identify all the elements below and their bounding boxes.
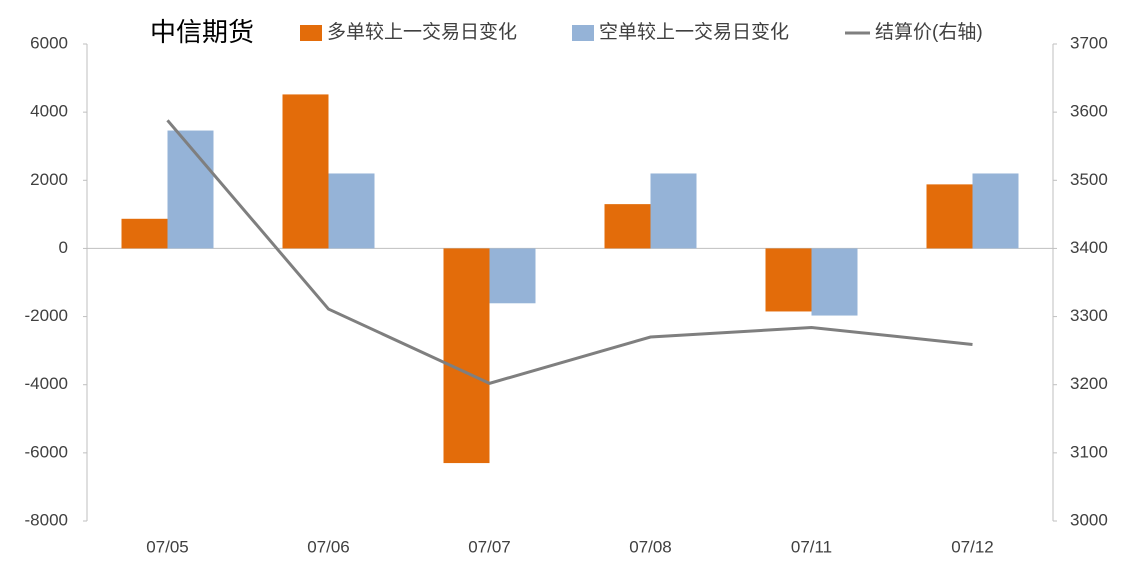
y-tick-label: 2000: [30, 170, 68, 189]
y2-tick-label: 3200: [1070, 374, 1108, 393]
bar: [604, 204, 651, 249]
bar: [811, 248, 858, 316]
bar: [443, 248, 490, 464]
y2-tick-label: 3100: [1070, 442, 1108, 461]
y2-tick-label: 3500: [1070, 170, 1108, 189]
bar: [121, 218, 168, 249]
chart-title: 中信期货: [150, 17, 254, 47]
y-tick-label: 0: [59, 238, 68, 257]
y2-tick-label: 3600: [1070, 102, 1108, 121]
legend-label: 空单较上一交易日变化: [599, 21, 789, 43]
bar: [650, 173, 697, 249]
y-tick-label: -6000: [25, 442, 68, 461]
x-tick-label: 07/07: [468, 537, 511, 556]
bar: [489, 248, 536, 304]
y2-tick-label: 3300: [1070, 306, 1108, 325]
x-tick-label: 07/11: [791, 537, 832, 556]
x-tick-label: 07/12: [951, 537, 994, 556]
bar: [167, 130, 214, 249]
bar: [972, 173, 1019, 249]
bar: [328, 173, 375, 249]
y2-tick-label: 3400: [1070, 238, 1108, 257]
y-tick-label: -2000: [25, 306, 68, 325]
x-tick-label: 07/06: [307, 537, 350, 556]
legend-label: 结算价(右轴): [875, 21, 983, 43]
y-tick-label: 6000: [30, 33, 68, 52]
x-tick-label: 07/08: [629, 537, 672, 556]
legend-swatch: [572, 25, 594, 41]
legend-label: 多单较上一交易日变化: [327, 21, 517, 43]
y2-tick-label: 3700: [1070, 33, 1108, 52]
y-tick-label: -4000: [25, 374, 68, 393]
bar: [926, 184, 973, 249]
legend-swatch: [300, 25, 322, 41]
bar: [765, 248, 812, 312]
y2-tick-label: 3000: [1070, 510, 1108, 529]
bar: [282, 94, 329, 249]
y-tick-label: -8000: [25, 510, 68, 529]
x-tick-label: 07/05: [146, 537, 189, 556]
y-tick-label: 4000: [30, 102, 68, 121]
line: [166, 119, 973, 385]
